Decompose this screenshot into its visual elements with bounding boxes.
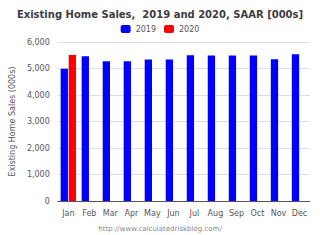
svg-text:Mar: Mar bbox=[103, 209, 119, 218]
svg-text:2020: 2020 bbox=[179, 25, 199, 34]
svg-text:Aug: Aug bbox=[208, 209, 224, 218]
svg-text:Nov: Nov bbox=[271, 209, 287, 218]
svg-text:http://www.calculatedriskblog.: http://www.calculatedriskblog.com/ bbox=[98, 225, 222, 233]
svg-text:Dec: Dec bbox=[292, 209, 307, 218]
svg-text:Jun: Jun bbox=[166, 209, 180, 218]
svg-text:Existing Home Sales, 2019 and: Existing Home Sales, 2019 and 2020, SAAR… bbox=[17, 9, 303, 20]
svg-text:May: May bbox=[144, 209, 161, 218]
svg-text:Sep: Sep bbox=[229, 209, 244, 218]
svg-text:Jul: Jul bbox=[189, 209, 200, 218]
svg-text:Jan: Jan bbox=[61, 209, 74, 218]
svg-text:3,000: 3,000 bbox=[27, 117, 50, 126]
svg-text:Existing Home Sales (000s): Existing Home Sales (000s) bbox=[8, 67, 17, 177]
svg-text:Feb: Feb bbox=[82, 209, 96, 218]
svg-text:6,000: 6,000 bbox=[27, 38, 50, 47]
svg-text:4,000: 4,000 bbox=[27, 91, 50, 100]
svg-text:5,000: 5,000 bbox=[27, 64, 50, 73]
svg-text:2,000: 2,000 bbox=[27, 144, 50, 153]
svg-text:2019: 2019 bbox=[136, 25, 156, 34]
svg-text:Oct: Oct bbox=[251, 209, 265, 218]
svg-text:1,000: 1,000 bbox=[27, 170, 50, 179]
svg-text:Apr: Apr bbox=[124, 209, 139, 218]
svg-text:0: 0 bbox=[45, 197, 50, 206]
